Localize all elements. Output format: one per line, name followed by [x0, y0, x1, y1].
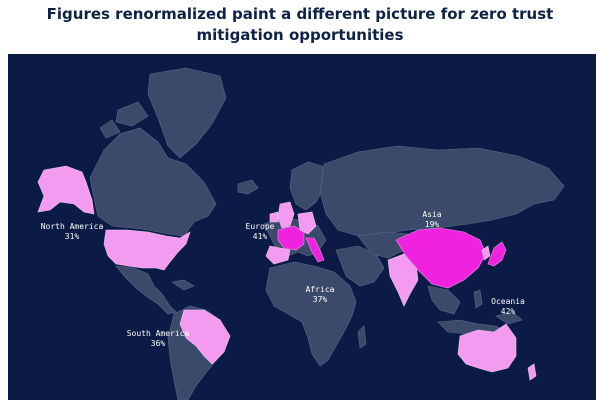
canada — [89, 127, 217, 237]
title-line-2: mitigation opportunities — [196, 26, 404, 44]
label-asia-name: Asia — [422, 210, 441, 219]
papua — [495, 311, 523, 325]
label-north-america-value: 31% — [65, 232, 80, 241]
world-map-svg: North America 31% Europe 41% Asia 19% Af… — [37, 67, 565, 400]
alaska — [37, 165, 95, 215]
greenland — [147, 67, 227, 159]
iceland — [237, 179, 259, 195]
philippines — [473, 289, 483, 309]
middle-east — [335, 245, 385, 287]
spain — [265, 245, 291, 265]
label-south-america-value: 36% — [151, 339, 166, 348]
label-asia-value: 19% — [425, 220, 440, 229]
france — [277, 225, 305, 251]
world-map: North America 31% Europe 41% Asia 19% Af… — [8, 54, 596, 400]
label-south-america-name: South America — [127, 329, 190, 338]
japan — [487, 241, 507, 267]
usa — [103, 229, 191, 271]
label-north-america-name: North America — [41, 222, 104, 231]
label-africa-name: Africa — [306, 285, 335, 294]
russia — [319, 145, 565, 237]
scandinavia — [289, 161, 327, 211]
australia — [457, 323, 517, 373]
korea — [481, 245, 491, 261]
germany — [297, 211, 317, 235]
new-zealand — [527, 363, 537, 381]
madagascar — [357, 325, 367, 349]
label-oceania-name: Oceania — [491, 297, 525, 306]
label-oceania: Oceania 42% — [491, 297, 525, 316]
arctic-islands — [99, 101, 149, 139]
label-europe-value: 41% — [253, 232, 268, 241]
africa — [265, 261, 357, 367]
mexico-central-america — [115, 265, 177, 315]
map-title: Figures renormalized paint a different p… — [0, 4, 600, 46]
label-europe: Europe 41% — [246, 222, 275, 241]
caribbean — [171, 279, 195, 291]
label-south-america: South America 36% — [127, 329, 190, 348]
label-africa: Africa 37% — [306, 285, 335, 304]
label-asia: Asia 19% — [422, 210, 441, 229]
southeast-asia — [427, 285, 461, 315]
china — [395, 227, 487, 289]
label-europe-name: Europe — [246, 222, 275, 231]
ireland — [269, 211, 279, 223]
title-line-1: Figures renormalized paint a different p… — [46, 5, 554, 23]
label-oceania-value: 42% — [501, 307, 516, 316]
label-africa-value: 37% — [313, 295, 328, 304]
italy — [305, 237, 325, 263]
label-north-america: North America 31% — [41, 222, 104, 241]
brazil — [179, 309, 231, 365]
